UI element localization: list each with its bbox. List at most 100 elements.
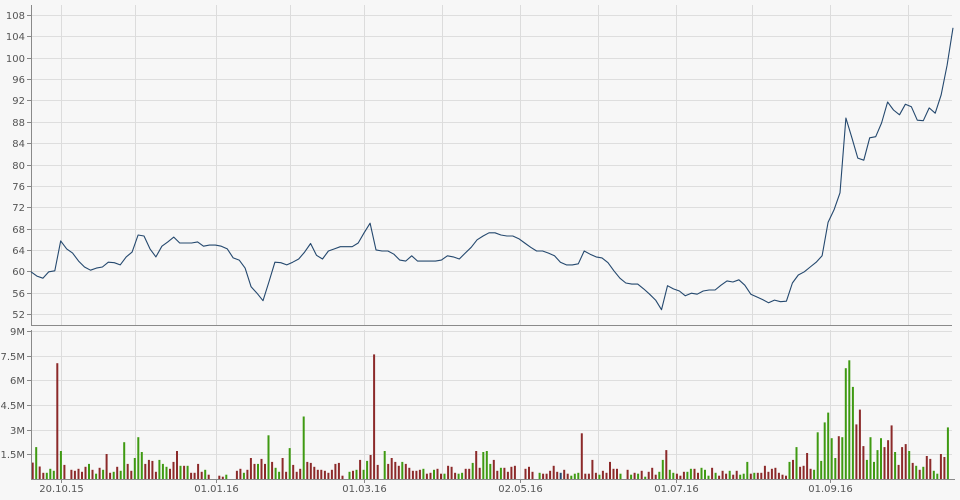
price-tick-label: 60 (12, 267, 25, 278)
volume-bar (323, 470, 326, 479)
volume-bar (777, 472, 780, 479)
volume-bar (366, 460, 369, 479)
volume-bar (330, 469, 333, 479)
y-axis-labels: 52 56 60 64 68 72 76 80 84 88 92 96 100 104 108 1.5M 3M 4… (0, 11, 25, 461)
volume-bar (482, 452, 485, 479)
volume-bar (531, 471, 534, 479)
volume-bar (700, 467, 703, 479)
volume-bar (644, 476, 647, 479)
volume-bar (665, 450, 668, 479)
volume-bar (851, 386, 854, 479)
volume-bar (915, 465, 918, 479)
volume-bar (753, 472, 756, 479)
volume-bar (59, 451, 62, 479)
volume-bar (52, 470, 55, 479)
volume-bar (408, 467, 411, 479)
volume-bar (341, 475, 344, 479)
volume-bar (686, 471, 689, 479)
volume-bar (647, 471, 650, 479)
volume-bar (281, 458, 284, 479)
volume-bar (197, 463, 200, 479)
x-axis-labels: 20.10.15 01.01.16 01.03.16 02.05.16 01.07.16… (39, 484, 853, 495)
volume-bar (394, 461, 397, 479)
volume-bar (890, 425, 893, 479)
volume-bar (844, 368, 847, 479)
volume-bar (865, 459, 868, 479)
price-tick-label: 80 (12, 161, 25, 172)
volume-bar (418, 469, 421, 479)
volume-bar (316, 469, 319, 479)
volume-bar (876, 450, 879, 479)
volume-bar (109, 472, 112, 479)
volume-bar (239, 468, 242, 479)
volume-bar (165, 466, 168, 479)
volume-bar (587, 473, 590, 479)
volume-bar (763, 465, 766, 479)
volume-bar (253, 463, 256, 479)
volume-bar (869, 437, 872, 479)
volume-bar (637, 473, 640, 479)
price-tick-label: 52 (12, 310, 25, 321)
volume-bar (693, 468, 696, 479)
volume-bar (471, 462, 474, 479)
volume-bar (799, 466, 802, 479)
volume-bar (538, 472, 541, 479)
volume-bar (200, 471, 203, 479)
volume-bar (873, 461, 875, 479)
volume-bar (292, 464, 295, 479)
price-tick-label: 56 (12, 289, 25, 300)
price-tick-label: 92 (12, 96, 25, 107)
volume-bar (598, 474, 601, 479)
volume-bar (806, 453, 809, 479)
volume-bar (848, 360, 851, 479)
volume-bar (922, 466, 925, 479)
volume-bar (855, 424, 858, 479)
volume-bar (746, 461, 749, 479)
volume-bar (594, 472, 597, 479)
volume-bar (278, 471, 281, 479)
volume-bar (376, 464, 379, 479)
volume-bar (792, 459, 794, 479)
volume-bar (116, 466, 119, 479)
volume-bar (151, 460, 154, 479)
gridlines (31, 5, 952, 479)
volume-bar (556, 471, 559, 479)
volume-bar (390, 458, 393, 479)
volume-bar (63, 464, 66, 479)
volume-bar (359, 459, 362, 479)
volume-bar (309, 462, 312, 479)
volume-bar (749, 473, 752, 479)
volume-bar (566, 473, 569, 479)
volume-bar (834, 458, 837, 479)
volume-tick-label: 3M (10, 426, 25, 437)
volume-bar (714, 472, 717, 479)
price-tick-label: 104 (6, 32, 25, 43)
volume-bar (880, 438, 882, 479)
volume-bar (447, 465, 450, 479)
volume-bar (179, 465, 182, 479)
volume-bar (440, 473, 442, 479)
volume-bar (883, 447, 886, 479)
volume-bar (894, 452, 897, 479)
volume-bar (288, 448, 291, 479)
volume-bar (126, 463, 129, 479)
volume-bar (654, 474, 657, 479)
volume-bar (813, 469, 816, 479)
volume-bar (105, 454, 108, 479)
volume-bar (461, 472, 464, 479)
volume-bar (264, 463, 266, 479)
volume-bar (619, 473, 622, 479)
volume-bar (468, 468, 471, 479)
volume-bar (133, 458, 136, 479)
volume-tick-label: 4.5M (0, 401, 25, 412)
volume-bar (936, 473, 939, 479)
volume-bar (858, 409, 861, 479)
volume-bar (929, 458, 932, 479)
volume-bar (464, 468, 467, 479)
volume-bar (450, 466, 453, 479)
volume-bar (355, 469, 358, 479)
volume-bar (496, 470, 499, 479)
volume-bar (221, 476, 224, 479)
volume-bar (436, 468, 439, 479)
